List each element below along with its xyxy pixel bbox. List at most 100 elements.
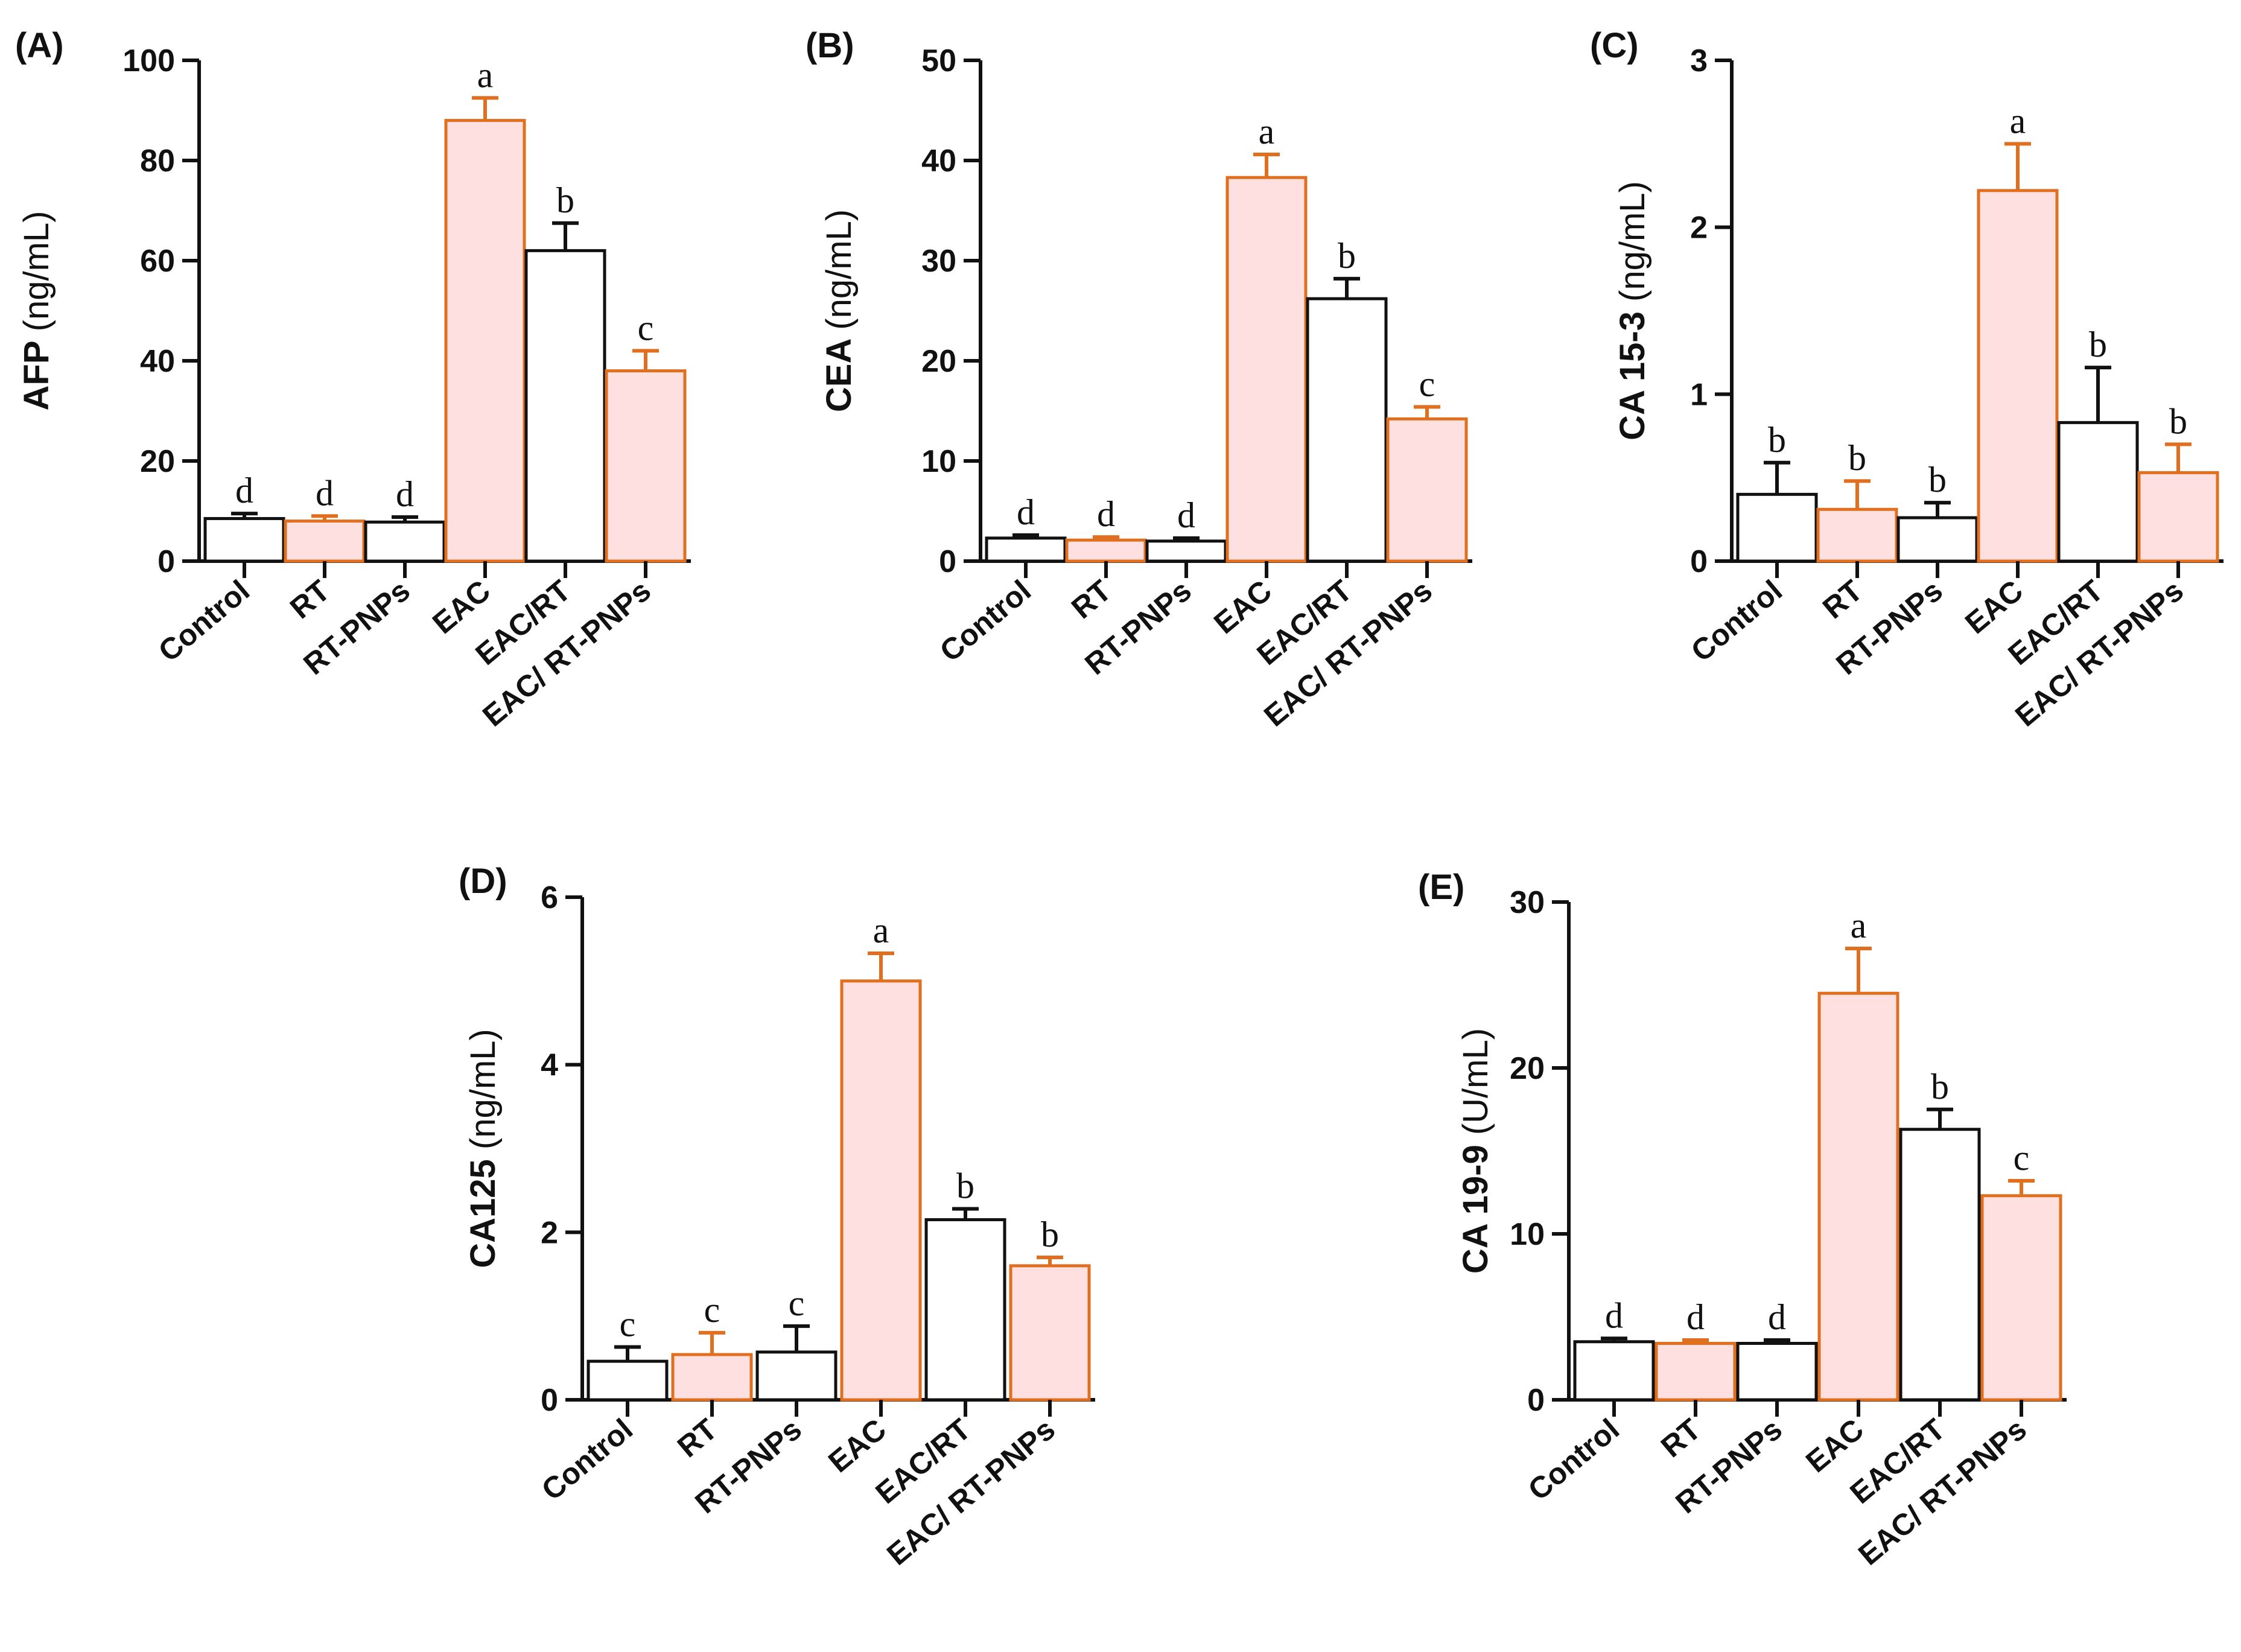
bar [2137, 471, 2219, 563]
category-label: Control [535, 1412, 639, 1507]
significance-letter: d [1097, 494, 1115, 534]
category-label: RT [284, 574, 336, 626]
category-label: Control [152, 574, 256, 669]
significance-letter: d [1177, 495, 1195, 535]
y-axis-label: CA125 (ng/mL) [463, 1029, 503, 1268]
bar [1065, 538, 1147, 563]
significance-letter: d [316, 473, 334, 513]
panel-label: (C) [1590, 26, 1639, 65]
category-label: Control [1685, 574, 1788, 669]
significance-letter: b [1928, 460, 1947, 500]
bar [524, 249, 606, 563]
panel-label: (B) [806, 26, 854, 65]
significance-letter: d [1768, 1297, 1786, 1337]
y-tick-label: 0 [541, 1383, 558, 1418]
y-tick-label: 20 [140, 444, 175, 479]
bar [586, 1359, 669, 1402]
bar [203, 516, 285, 563]
significance-letter: b [1338, 236, 1356, 276]
y-tick-label: 30 [1510, 885, 1545, 920]
y-axis-label-unit: (ng/mL) [463, 1029, 503, 1149]
bar [1573, 1340, 1655, 1402]
panel-label: (D) [459, 862, 507, 901]
y-tick-label: 0 [157, 544, 175, 579]
bar [1145, 539, 1227, 563]
y-tick-label: 40 [921, 144, 956, 179]
bar [1817, 991, 1899, 1402]
y-axis-label-unit: (U/mL) [1456, 1028, 1495, 1135]
bar [1980, 1194, 2062, 1402]
bar [755, 1350, 838, 1402]
bar [1736, 492, 1818, 563]
y-tick-label: 30 [921, 244, 956, 279]
y-tick-label: 50 [921, 43, 956, 78]
bar [671, 1353, 753, 1402]
y-tick-label: 10 [921, 444, 956, 479]
significance-letter: b [1041, 1215, 1059, 1254]
y-tick-label: 10 [1510, 1217, 1545, 1252]
y-tick-label: 20 [921, 344, 956, 379]
significance-letter: c [2014, 1138, 2030, 1178]
y-tick-label: 100 [122, 43, 175, 78]
significance-letter: d [1686, 1297, 1705, 1337]
significance-letter: a [873, 910, 889, 950]
bar [840, 979, 922, 1402]
bar [1306, 297, 1388, 563]
significance-letter: d [1605, 1295, 1623, 1335]
bar [1977, 189, 2059, 563]
bar [364, 520, 446, 563]
significance-letter: b [2089, 325, 2107, 364]
bar [1896, 516, 1979, 563]
y-tick-label: 0 [1527, 1383, 1545, 1418]
bar [284, 519, 366, 563]
significance-letter: b [556, 180, 574, 220]
category-label: RT [1065, 574, 1117, 626]
significance-letter: b [1931, 1067, 1949, 1107]
y-tick-label: 20 [1510, 1051, 1545, 1086]
y-tick-label: 2 [541, 1215, 558, 1250]
bar [605, 369, 687, 563]
significance-letter: c [638, 308, 654, 348]
y-axis-label-main: AFP [17, 331, 56, 410]
y-tick-label: 0 [939, 544, 956, 579]
category-label: RT [1655, 1412, 1707, 1464]
significance-letter: d [235, 471, 253, 510]
category-label: EAC [1207, 574, 1278, 641]
category-label: EAC [822, 1412, 892, 1479]
significance-letter: c [789, 1283, 805, 1323]
y-axis-label-main: CA 19-9 [1456, 1135, 1495, 1274]
bar [924, 1218, 1006, 1402]
significance-letter: d [396, 474, 414, 514]
significance-letter: a [477, 55, 494, 95]
y-axis-label-unit: (ng/mL) [1613, 181, 1652, 302]
y-tick-label: 0 [1690, 544, 1708, 579]
y-tick-label: 3 [1690, 43, 1708, 78]
y-axis-label-main: CA 15-3 [1613, 302, 1652, 440]
bar [2057, 421, 2139, 563]
significance-letter: b [1848, 438, 1866, 478]
y-axis-label: CA 15-3 (ng/mL) [1613, 181, 1652, 440]
y-tick-label: 80 [140, 144, 175, 179]
significance-letter: b [2169, 401, 2187, 441]
significance-letter: a [1259, 112, 1275, 151]
significance-letter: c [620, 1304, 636, 1344]
category-label: EAC [1959, 574, 2029, 641]
y-tick-label: 2 [1690, 211, 1708, 246]
category-label: Control [933, 574, 1037, 669]
significance-letter: a [1851, 906, 1867, 945]
y-axis-label-unit: (ng/mL) [819, 209, 859, 330]
category-label: RT [1816, 574, 1869, 626]
category-label: Control [1522, 1412, 1626, 1507]
bar [1816, 507, 1898, 563]
bar [1386, 417, 1468, 563]
category-label: EAC [1799, 1412, 1870, 1479]
y-tick-label: 6 [541, 880, 558, 915]
y-axis-label: AFP (ng/mL) [17, 211, 56, 411]
bar [985, 536, 1067, 563]
y-axis-label-main: CA125 [463, 1149, 503, 1268]
